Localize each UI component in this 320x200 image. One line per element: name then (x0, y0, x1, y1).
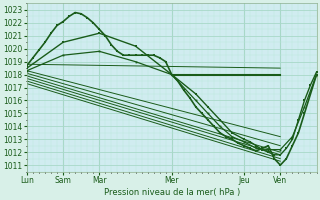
X-axis label: Pression niveau de la mer( hPa ): Pression niveau de la mer( hPa ) (104, 188, 240, 197)
